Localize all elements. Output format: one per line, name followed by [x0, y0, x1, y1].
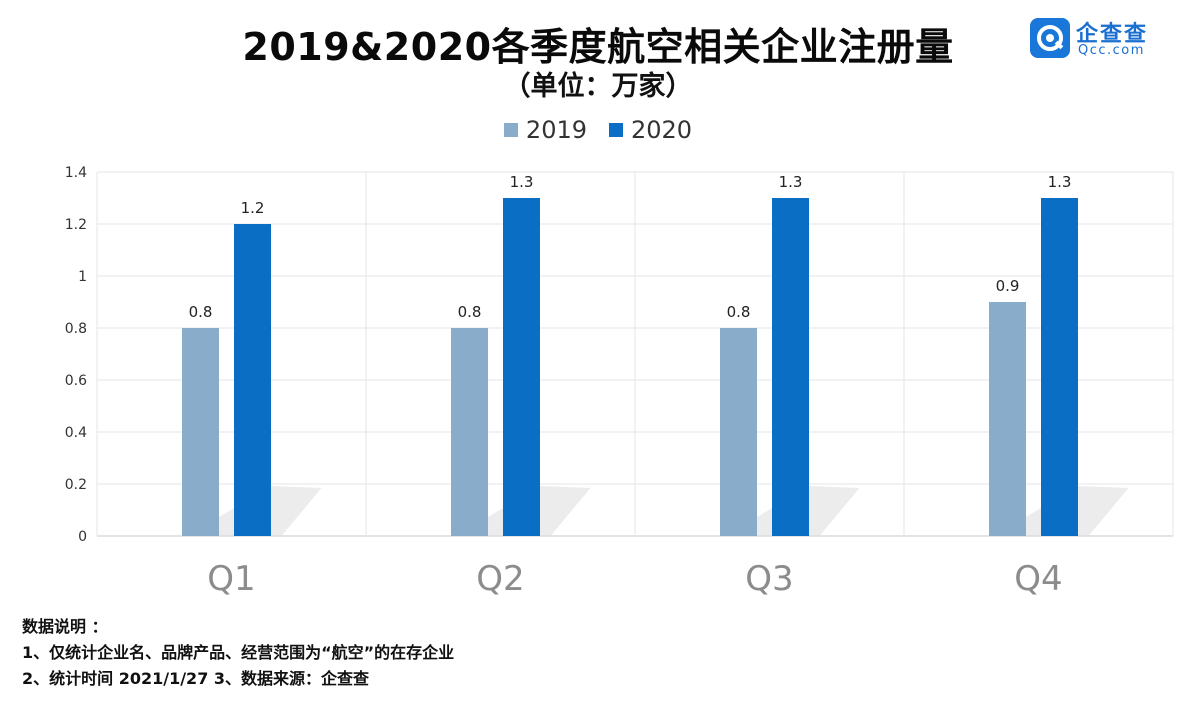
chart-title: 2019&2020各季度航空相关企业注册量: [242, 25, 954, 69]
notes-line-2: 2、统计时间 2021/1/27 3、数据来源：企查查: [22, 669, 370, 688]
bar-2019-Q3: [720, 328, 757, 536]
y-tick-label: 1: [78, 269, 87, 285]
data-label-2020-Q4: 1.3: [1048, 173, 1072, 191]
qcc-logo: 企查查 Qcc.com: [1030, 18, 1180, 60]
data-label-2020-Q2: 1.3: [510, 173, 534, 191]
data-notes: 数据说明 ： 1、仅统计企业名、品牌产品、经营范围为“航空”的在存企业 2、统计…: [22, 614, 454, 692]
x-tick-label: Q4: [1014, 559, 1062, 599]
data-label-2019-Q4: 0.9: [996, 277, 1020, 295]
legend-swatch-2019: [503, 123, 518, 137]
legend-item-2019: 2019: [503, 116, 587, 144]
y-tick-label: 1.2: [65, 217, 87, 233]
x-tick-label: Q3: [745, 559, 793, 599]
data-label-2020-Q1: 1.2: [241, 199, 265, 217]
y-tick-label: 0: [78, 529, 87, 545]
logo-name-en: Qcc.com: [1078, 43, 1145, 58]
bar-2020-Q1: [234, 224, 271, 536]
y-tick-label: 0.6: [65, 373, 87, 389]
y-tick-label: 0.2: [65, 477, 87, 493]
notes-heading: 数据说明 ：: [22, 617, 108, 636]
legend-label-2020: 2020: [631, 116, 693, 144]
bar-2020-Q3: [772, 198, 809, 536]
bar-2020-Q2: [503, 198, 540, 536]
bar-chart: 0 0.2 0.4 0.6 0.8 1 1.2 1.4 0.8 1.2 Q1 0.8 1.3 Q2 0.8 1…: [65, 165, 1174, 599]
x-tick-label: Q2: [476, 559, 524, 599]
legend-item-2020: 2020: [609, 116, 692, 144]
legend-swatch-2020: [609, 123, 623, 137]
y-tick-label: 0.4: [65, 425, 87, 441]
y-tick-label: 0.8: [65, 321, 87, 337]
data-label-2019-Q3: 0.8: [727, 303, 751, 321]
data-label-2019-Q2: 0.8: [458, 303, 482, 321]
data-label-2020-Q3: 1.3: [779, 173, 803, 191]
legend-label-2019: 2019: [525, 116, 587, 144]
chart-legend: 2019 2020: [0, 116, 1196, 144]
y-tick-label: 1.4: [65, 165, 87, 181]
chart-subtitle: （单位：万家）: [503, 71, 693, 102]
bar-2019-Q4: [989, 302, 1026, 536]
x-tick-label: Q1: [207, 559, 255, 599]
qcc-logo-icon: [1030, 18, 1070, 58]
bar-2020-Q4: [1041, 198, 1078, 536]
notes-line-1: 1、仅统计企业名、品牌产品、经营范围为“航空”的在存企业: [22, 643, 455, 662]
bar-2019-Q1: [182, 328, 219, 536]
logo-name-cn: 企查查: [1076, 22, 1149, 47]
data-label-2019-Q1: 0.8: [189, 303, 213, 321]
bar-2019-Q2: [451, 328, 488, 536]
